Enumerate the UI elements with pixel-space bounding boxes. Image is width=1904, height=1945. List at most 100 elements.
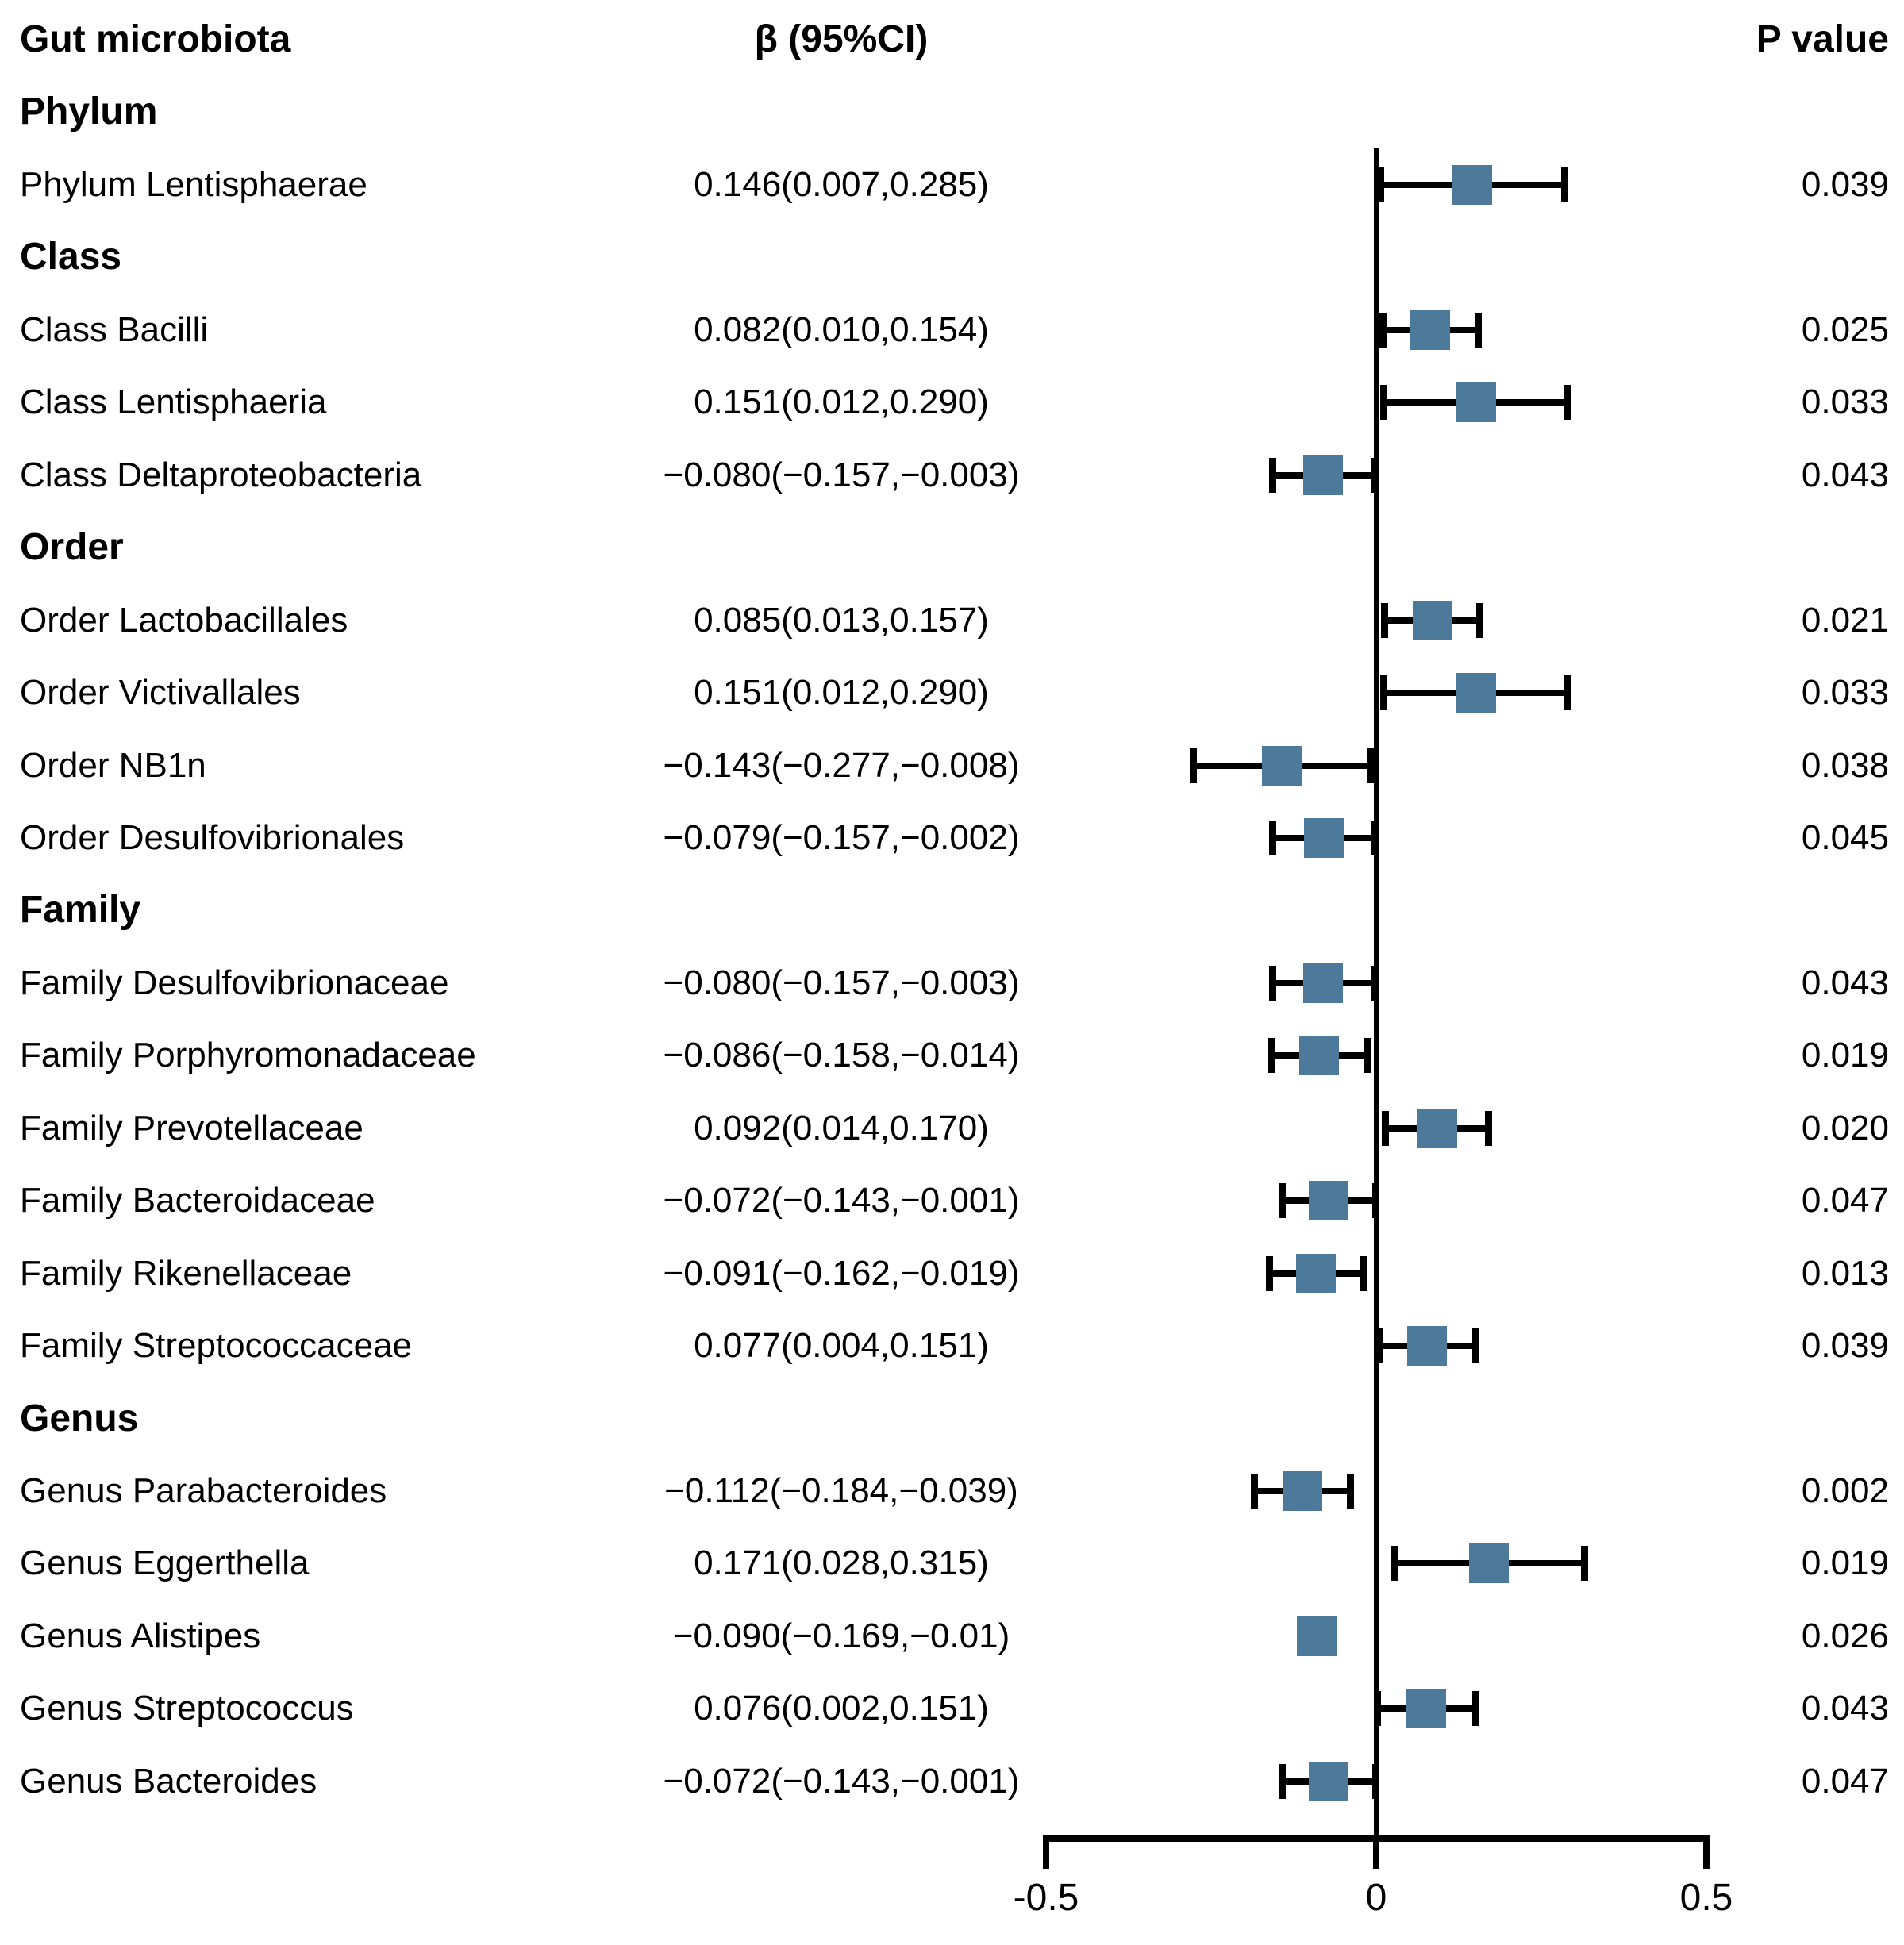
row-beta-ci: 0.085(0.013,0.157) xyxy=(694,600,989,640)
beta-marker xyxy=(1417,1108,1457,1148)
beta-marker xyxy=(1304,817,1344,858)
row-beta-ci: −0.086(−0.158,−0.014) xyxy=(663,1036,1020,1075)
x-axis-tick xyxy=(1043,1835,1049,1869)
x-axis-tick xyxy=(1703,1835,1710,1869)
beta-marker xyxy=(1412,600,1452,640)
ci-cap-low xyxy=(1265,1255,1273,1291)
ci-cap-high xyxy=(1347,1474,1355,1509)
row-label: Class Lentisphaeria xyxy=(20,382,327,422)
row-beta-ci: −0.112(−0.184,−0.039) xyxy=(664,1471,1018,1510)
ci-cap-low xyxy=(1381,602,1389,638)
row-label: Genus Eggerthella xyxy=(20,1543,310,1583)
zero-reference-line xyxy=(1374,148,1379,1835)
row-p-value: 0.039 xyxy=(1801,164,1889,204)
beta-marker xyxy=(1309,1181,1349,1221)
row-label: Family Streptococcaceae xyxy=(20,1326,412,1366)
beta-marker xyxy=(1452,164,1493,205)
row-p-value: 0.020 xyxy=(1801,1108,1889,1147)
row-p-value: 0.002 xyxy=(1801,1471,1889,1510)
row-p-value: 0.033 xyxy=(1801,382,1889,422)
ci-cap-high xyxy=(1560,167,1568,202)
row-beta-ci: −0.079(−0.157,−0.002) xyxy=(663,817,1020,857)
beta-marker xyxy=(1406,1689,1447,1729)
x-axis-tick-label: 0.5 xyxy=(1679,1877,1733,1919)
row-label: Genus Parabacteroides xyxy=(20,1471,387,1510)
ci-cap-low xyxy=(1377,167,1385,202)
ci-cap-high xyxy=(1472,1691,1480,1727)
row-label: Class Deltaproteobacteria xyxy=(20,455,422,494)
section-header-phylum: Phylum xyxy=(20,90,158,133)
beta-marker xyxy=(1309,1761,1349,1801)
row-label: Order Victivallales xyxy=(20,673,301,713)
row-beta-ci: 0.151(0.012,0.290) xyxy=(694,673,989,713)
x-axis-tick xyxy=(1373,1835,1379,1869)
row-p-value: 0.039 xyxy=(1801,1326,1889,1366)
ci-cap-low xyxy=(1190,748,1198,783)
ci-cap-low xyxy=(1268,965,1276,1001)
section-header-class: Class xyxy=(20,236,122,279)
row-beta-ci: −0.090(−0.169,−0.01) xyxy=(672,1616,1010,1655)
ci-cap-high xyxy=(1564,385,1571,421)
beta-marker xyxy=(1303,963,1344,1003)
ci-cap-low xyxy=(1375,1328,1383,1364)
row-p-value: 0.043 xyxy=(1801,455,1889,494)
row-label: Order Desulfovibrionales xyxy=(20,817,405,857)
beta-marker xyxy=(1299,1036,1340,1076)
row-beta-ci: −0.143(−0.277,−0.008) xyxy=(663,745,1020,785)
ci-cap-high xyxy=(1472,1328,1480,1364)
row-label: Order Lactobacillales xyxy=(20,600,348,640)
row-label: Genus Streptococcus xyxy=(20,1689,354,1728)
x-axis-tick-label: 0 xyxy=(1365,1877,1387,1919)
row-label: Order NB1n xyxy=(20,745,206,785)
beta-marker xyxy=(1410,309,1451,350)
column-header-gut-microbiota: Gut microbiota xyxy=(20,18,291,60)
ci-cap-low xyxy=(1382,1110,1390,1146)
row-beta-ci: 0.077(0.004,0.151) xyxy=(694,1326,989,1366)
ci-cap-high xyxy=(1476,602,1484,638)
ci-cap-low xyxy=(1278,1763,1286,1799)
ci-cap-high xyxy=(1360,1255,1367,1291)
row-label: Family Bacteroidaceae xyxy=(20,1181,375,1220)
column-header-beta-ci: β (95%CI) xyxy=(754,18,929,60)
row-label: Class Bacilli xyxy=(20,309,209,349)
section-header-order: Order xyxy=(20,526,124,569)
row-p-value: 0.047 xyxy=(1801,1761,1889,1801)
row-beta-ci: 0.171(0.028,0.315) xyxy=(694,1543,989,1583)
row-label: Family Prevotellaceae xyxy=(20,1108,363,1147)
row-p-value: 0.038 xyxy=(1801,745,1889,785)
row-beta-ci: 0.092(0.014,0.170) xyxy=(694,1108,989,1147)
ci-cap-high xyxy=(1474,312,1482,348)
beta-marker xyxy=(1456,382,1496,423)
column-header-p-value: P value xyxy=(1756,18,1889,60)
row-beta-ci: −0.072(−0.143,−0.001) xyxy=(663,1181,1020,1220)
section-header-genus: Genus xyxy=(20,1397,139,1440)
row-label: Family Porphyromonadaceae xyxy=(20,1036,476,1075)
row-p-value: 0.047 xyxy=(1801,1181,1889,1220)
ci-cap-low xyxy=(1379,312,1387,348)
row-beta-ci: −0.080(−0.157,−0.003) xyxy=(663,963,1020,1002)
row-label: Family Rikenellaceae xyxy=(20,1253,352,1293)
row-p-value: 0.021 xyxy=(1801,600,1889,640)
row-beta-ci: 0.082(0.010,0.154) xyxy=(694,309,989,349)
ci-cap-low xyxy=(1278,1183,1286,1219)
row-p-value: 0.045 xyxy=(1801,817,1889,857)
beta-marker xyxy=(1456,673,1496,713)
row-p-value: 0.043 xyxy=(1801,1689,1889,1728)
row-p-value: 0.043 xyxy=(1801,963,1889,1002)
ci-cap-low xyxy=(1268,457,1276,493)
ci-cap-high xyxy=(1580,1546,1588,1582)
ci-cap-high xyxy=(1564,675,1571,711)
row-p-value: 0.033 xyxy=(1801,673,1889,713)
beta-marker xyxy=(1303,455,1344,495)
row-p-value: 0.013 xyxy=(1801,1253,1889,1293)
ci-cap-high xyxy=(1363,1038,1371,1074)
beta-marker xyxy=(1282,1471,1322,1511)
beta-marker xyxy=(1407,1326,1448,1366)
row-label: Genus Bacteroides xyxy=(20,1761,317,1801)
ci-cap-low xyxy=(1268,820,1276,855)
ci-cap-low xyxy=(1268,1038,1276,1074)
row-p-value: 0.019 xyxy=(1801,1543,1889,1583)
row-beta-ci: −0.072(−0.143,−0.001) xyxy=(663,1761,1020,1801)
ci-cap-low xyxy=(1380,385,1388,421)
